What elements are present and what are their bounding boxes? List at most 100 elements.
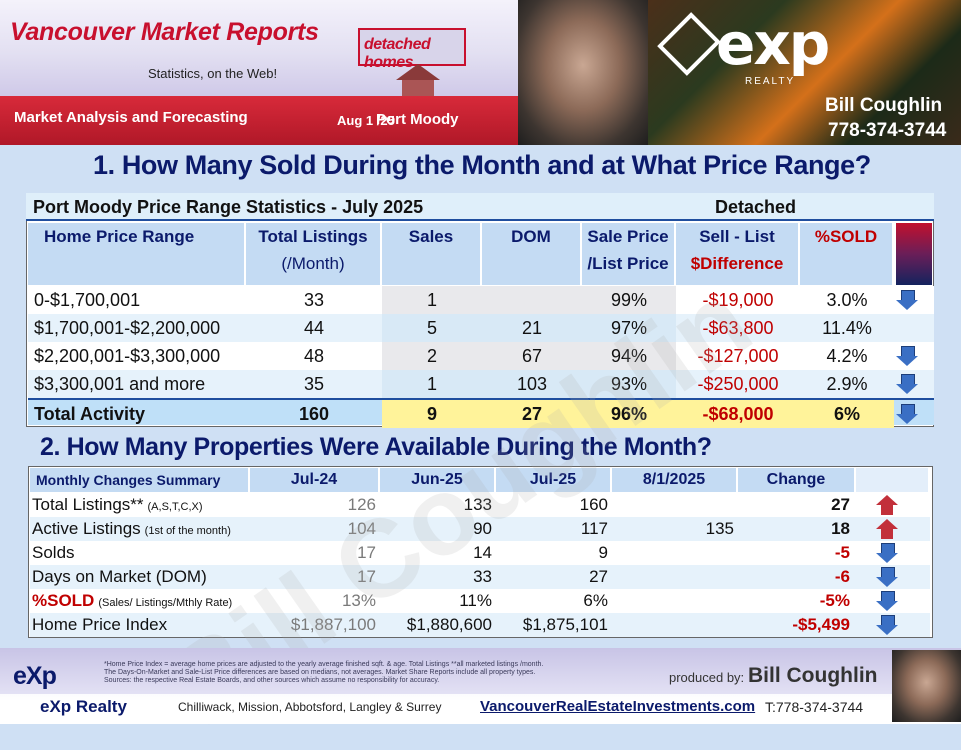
col-header-jun25: Jun-25 — [380, 468, 496, 492]
trend-down-arrow-icon — [896, 404, 918, 424]
fine-print: *Home Price Index = average home prices … — [104, 661, 544, 684]
table-row: 0-$1,700,001 33 1 99% -$19,000 3.0% — [28, 286, 934, 314]
agent-name: Bill Coughlin — [825, 95, 943, 116]
cell-ratio: 93% — [582, 370, 676, 398]
section2-title: 2. How Many Properties Were Available Du… — [40, 433, 712, 461]
col-header-dom: DOM — [482, 223, 582, 285]
produced-by-label: produced by: — [669, 670, 745, 685]
footer-band — [0, 648, 961, 694]
col-header-aug1: 8/1/2025 — [612, 468, 738, 492]
cell-change: -$5,499 — [792, 615, 850, 634]
row-label-text: Active Listings — [32, 519, 141, 538]
producer-name: Bill Coughlin — [748, 664, 878, 687]
cell-listings: 48 — [303, 346, 325, 366]
table-row: $1,700,001-$2,200,000 44 5 21 97% -$63,800 11.… — [28, 314, 934, 342]
col-header-price-range: Home Price Range — [28, 223, 246, 285]
trend-down-arrow-icon — [876, 615, 898, 635]
cell-dom: 27 — [482, 400, 582, 428]
cell-c4 — [612, 589, 734, 613]
cell-c2: 14 — [473, 543, 492, 562]
trend-down-arrow-icon — [876, 591, 898, 611]
cell-sales: 9 — [382, 400, 482, 428]
col-header-sold: %SOLD — [800, 223, 894, 285]
cell-change: -5% — [819, 591, 850, 610]
total-row: Total Activity 160 9 27 96% -$68,000 6% — [28, 398, 934, 428]
cell-c3: 160 — [579, 495, 608, 514]
footer-phone: T:778-374-3744 — [765, 699, 864, 715]
table-row: $2,200,001-$3,300,000 48 2 67 94% -$127,000 4.… — [28, 342, 934, 370]
row-label-text: Solds — [32, 543, 75, 562]
cell-dom: 21 — [482, 314, 582, 342]
cell-diff: -$127,000 — [697, 346, 779, 366]
report-city: Port Moody — [376, 111, 459, 128]
row-label-text: Total Listings** — [32, 495, 144, 514]
detached-homes-badge: detached homes — [358, 28, 466, 71]
table-caption-bar — [26, 193, 934, 221]
house-body-icon — [402, 80, 434, 96]
cell-c2: $1,880,600 — [406, 615, 492, 634]
cell-c1: 104 — [347, 519, 376, 538]
cell-ratio: 99% — [582, 286, 676, 314]
summary-row: Active Listings (1st of the month) 104 90 11… — [30, 517, 930, 541]
cell-sold: 3.0% — [826, 290, 868, 310]
trend-down-arrow-icon — [896, 290, 918, 310]
row-label: Active Listings (1st of the month) — [32, 517, 252, 541]
cell-c1: $1,887,100 — [290, 615, 376, 634]
cell-sales: 2 — [382, 342, 482, 370]
cell-c1: 17 — [357, 567, 376, 586]
trend-down-arrow-icon — [896, 374, 918, 394]
section-label: Market Analysis and Forecasting — [14, 109, 248, 126]
row-label: Solds — [32, 541, 252, 565]
agent-photo-small — [892, 650, 961, 722]
cell-diff: -$68,000 — [676, 400, 800, 428]
col-header-sales: Sales — [382, 223, 482, 285]
trend-down-arrow-icon — [876, 543, 898, 563]
trend-down-arrow-icon — [876, 567, 898, 587]
cell-c1: 17 — [357, 543, 376, 562]
cell-c1: 13% — [341, 591, 376, 610]
tagline: Statistics, on the Web! — [148, 66, 278, 81]
report-title: Vancouver Market Reports — [10, 18, 319, 46]
cell-c2: 33 — [473, 567, 492, 586]
brand-image — [648, 0, 961, 145]
agent-phone: 778-374-3744 — [828, 120, 947, 141]
cell-change: -5 — [834, 543, 850, 562]
cell-dom: 67 — [482, 342, 582, 370]
property-type: Detached — [715, 197, 797, 217]
agent-photo — [518, 0, 648, 145]
realty-label: REALTY — [745, 76, 796, 87]
cell-listings: 160 — [298, 404, 330, 424]
website-link[interactable]: VancouverRealEstateInvestments.com — [480, 698, 756, 715]
cell-diff: -$250,000 — [697, 374, 779, 394]
col-header-trend — [856, 468, 930, 492]
cell-sales: 1 — [382, 370, 482, 398]
col-header-jul24: Jul-24 — [250, 468, 380, 492]
cell-ratio: 96% — [582, 400, 676, 428]
cell-range: Total Activity — [34, 404, 146, 424]
col-header-ratio: Sale Price/List Price — [582, 223, 676, 285]
cell-range: $1,700,001-$2,200,000 — [34, 318, 221, 338]
cell-sold: 4.2% — [826, 346, 868, 366]
cell-dom: 103 — [482, 370, 582, 398]
exp-realty-label: eXp Realty — [40, 697, 127, 716]
cell-c4: 135 — [705, 519, 734, 538]
row-note: (Sales/ Listings/Mthly Rate) — [98, 597, 233, 609]
cell-change: 27 — [831, 495, 850, 514]
col-header-diff: Sell - List $Difference — [676, 223, 800, 285]
cell-listings: 44 — [303, 318, 325, 338]
cell-range: 0-$1,700,001 — [34, 290, 141, 310]
row-note: (1st of the month) — [144, 525, 231, 537]
cell-ratio: 97% — [582, 314, 676, 342]
col-header-listings: Total Listings (/Month) — [246, 223, 382, 285]
summary-row: Solds 17 14 9 -5 — [30, 541, 930, 565]
cell-c3: $1,875,101 — [522, 615, 608, 634]
summary-row: Total Listings** (A,S,T,C,X) 126 133 160 27 — [30, 493, 930, 517]
cell-sold: 2.9% — [826, 374, 868, 394]
color-scale-swatch — [896, 223, 932, 285]
cell-listings: 35 — [303, 374, 325, 394]
cell-c3: 117 — [580, 519, 608, 538]
row-label: Days on Market (DOM) — [32, 565, 252, 589]
row-label: Home Price Index — [32, 613, 252, 637]
summary-row: %SOLD (Sales/ Listings/Mthly Rate) 13% 11% 6… — [30, 589, 930, 613]
col-header-change: Change — [738, 468, 856, 492]
